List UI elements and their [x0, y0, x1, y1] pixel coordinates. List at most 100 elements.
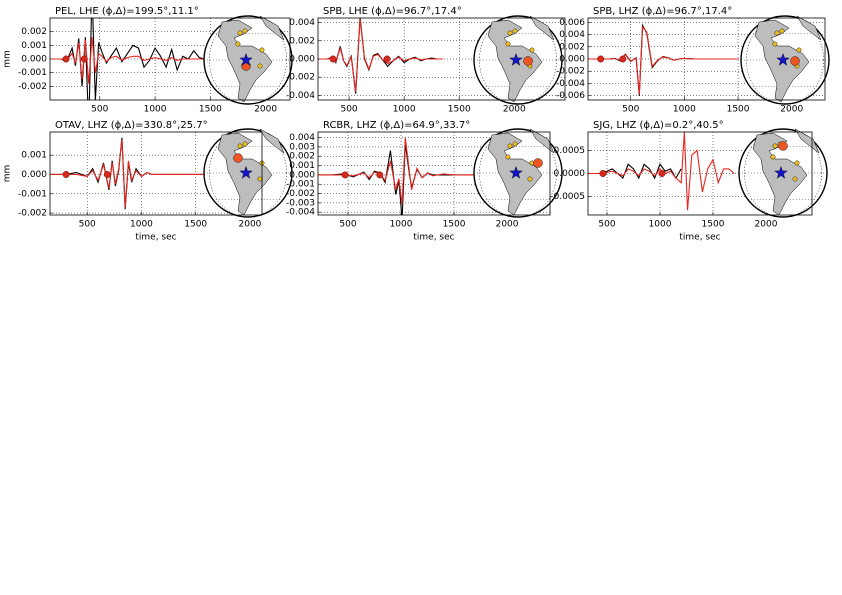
globe-inset: [203, 128, 293, 218]
x-tick-label: 2000: [496, 220, 519, 230]
traces: [588, 23, 739, 96]
arrival-marker: [383, 55, 391, 63]
y-tick-label: -0.006: [556, 91, 585, 101]
x-tick-label: 1500: [199, 105, 222, 115]
station-dot: [512, 141, 518, 147]
station-dot: [794, 160, 800, 166]
station-dot: [242, 28, 248, 34]
x-tick-label: 2000: [503, 105, 526, 115]
station-dot: [792, 176, 798, 182]
globe-grid: [744, 128, 822, 218]
event-star: [509, 52, 523, 66]
waveform: [318, 137, 486, 205]
x-tick-label: 1500: [448, 105, 471, 115]
event-star: [239, 52, 253, 66]
y-tick-label: -0.001: [18, 68, 47, 78]
traces: [588, 132, 735, 211]
event-star: [509, 165, 523, 179]
panel: 500 1000 1500 2000-0.004-0.003-0.002-0.0010…: [286, 120, 563, 243]
x-tick-label: 1000: [649, 220, 672, 230]
arrival-marker: [376, 171, 384, 179]
panel: 500 1000 1500 2000 -0.004 -0.002 0.000 0.002 0.0…: [286, 6, 566, 115]
arrival-marker: [62, 55, 70, 63]
globe-grid: [479, 128, 557, 218]
land: [794, 128, 820, 154]
land: [529, 15, 555, 41]
y-tick-label: -0.0005: [550, 192, 585, 202]
station-dot: [772, 41, 778, 47]
y-tick-label: -0.002: [286, 189, 315, 199]
panel: 500 1000 1500 2000 -0.0005 0.0000 0.0005 SJG, L…: [550, 120, 828, 243]
y-tick-label: -0.002: [556, 67, 585, 77]
globe-inset: [740, 15, 830, 105]
globe-grid: [746, 15, 824, 105]
y-tick-label: 0.006: [559, 18, 585, 28]
x-tick-label: 2000: [239, 220, 262, 230]
traces: [51, 18, 211, 100]
globe-grid: [209, 128, 287, 218]
panel-title: SJG, LHZ (ϕ,Δ)=0.2°,40.5°: [593, 120, 724, 131]
y-tick-label: 0.0005: [554, 146, 586, 156]
station-dot: [507, 30, 513, 36]
arrival-marker: [597, 55, 605, 63]
station-dot: [235, 41, 241, 47]
y-axis-label: mm: [3, 165, 13, 183]
station-dot: [507, 143, 513, 149]
station-dot: [527, 176, 533, 182]
y-tick-label: 0.002: [289, 152, 315, 162]
station-dot: [242, 141, 248, 147]
x-tick-label: 1000: [144, 105, 167, 115]
panel-title: OTAV, LHZ (ϕ,Δ)=330.8°,25.7°: [55, 120, 208, 131]
arrival-marker: [103, 171, 111, 178]
axes-frame: [587, 131, 813, 216]
station-dot: [259, 47, 265, 53]
y-tick-label: 0.002: [559, 42, 585, 52]
x-tick-label: 2000: [780, 105, 803, 115]
waveform: [318, 143, 486, 215]
traces: [319, 18, 443, 94]
event-star: [776, 52, 790, 66]
panel-title: SPB, LHE (ϕ,Δ)=96.7°,17.4°: [323, 6, 462, 17]
y-tick-label: 0.000: [289, 55, 315, 65]
y-tick-label: -0.002: [286, 73, 315, 83]
panel: 500 1000 1500 2000 -0.002 -0.001 0.000 0.001 OTA…: [3, 120, 293, 243]
arrival-marker: [62, 171, 70, 178]
x-tick-label: 1500: [727, 105, 750, 115]
x-tick-label: 500: [598, 220, 615, 230]
y-tick-label: 0.000: [559, 55, 585, 65]
x-tick-label: 1000: [393, 105, 416, 115]
axes-frame: [587, 17, 826, 101]
y-tick-label: -0.004: [286, 208, 315, 218]
y-tick-label: -0.002: [18, 209, 47, 219]
globe-grid: [479, 15, 557, 105]
globe-grid: [209, 15, 287, 105]
waveform: [588, 25, 739, 95]
x-axis-label: time, sec: [413, 233, 454, 243]
x-tick-label: 1500: [702, 220, 725, 230]
axes-frame: [317, 131, 551, 216]
station-highlight: [533, 158, 543, 168]
globe-inset: [203, 15, 293, 105]
panel-title: SPB, LHZ (ϕ,Δ)=96.7°,17.4°: [593, 6, 732, 17]
y-tick-label: 0.001: [289, 161, 315, 171]
y-tick-label: -0.002: [18, 82, 47, 92]
station-dot: [512, 28, 518, 34]
waveform: [588, 132, 735, 211]
event-star: [239, 165, 253, 179]
station-dot: [505, 41, 511, 47]
y-tick-label: 0.000: [289, 170, 315, 180]
arrival-marker: [80, 55, 88, 63]
x-tick-label: 500: [79, 220, 96, 230]
x-tick-label: 1000: [130, 220, 153, 230]
station-dot: [772, 143, 778, 149]
axes-frame: [317, 17, 566, 101]
x-tick-label: 2000: [254, 105, 277, 115]
station-dot: [237, 30, 243, 36]
x-tick-label: 500: [339, 220, 356, 230]
arrival-marker: [341, 171, 349, 179]
station-highlight: [790, 56, 800, 66]
y-tick-label: 0.001: [21, 41, 47, 51]
y-tick-label: 0.001: [21, 151, 47, 161]
waveform: [588, 163, 682, 180]
x-tick-label: 1500: [443, 220, 466, 230]
